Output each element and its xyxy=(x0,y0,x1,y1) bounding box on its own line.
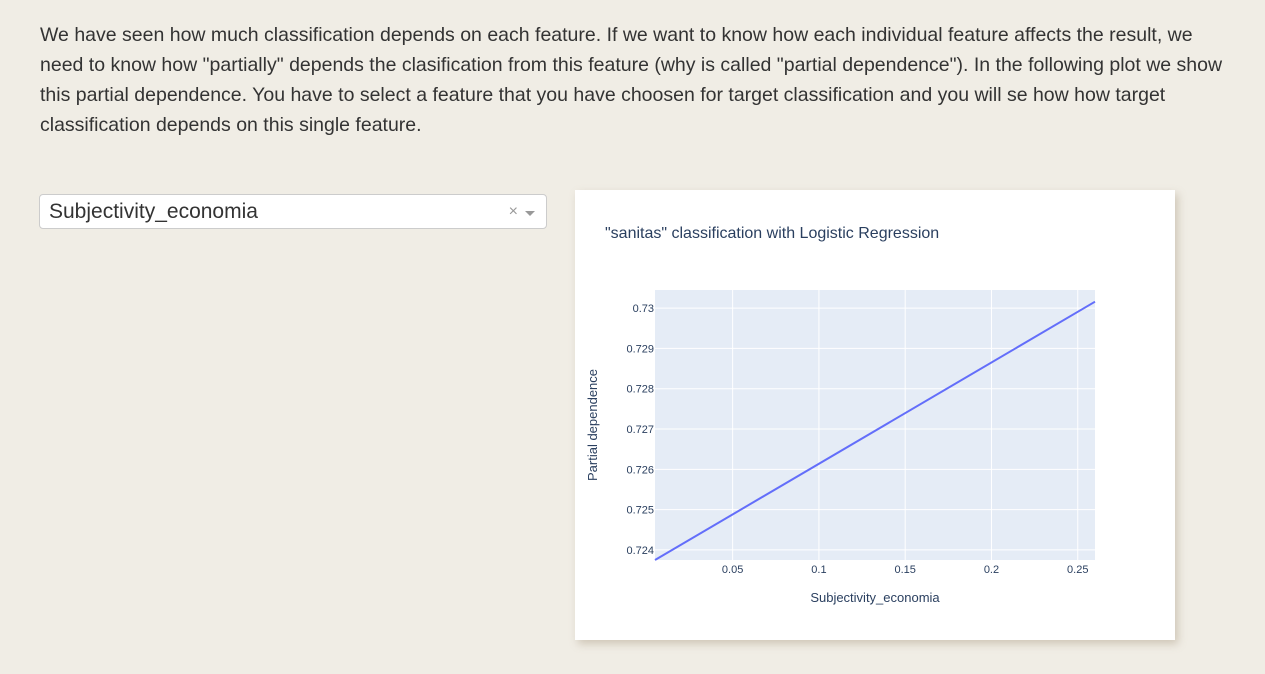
y-tick-label: 0.73 xyxy=(633,303,654,315)
y-tick-label: 0.724 xyxy=(626,545,654,557)
chart-title: "sanitas" classification with Logistic R… xyxy=(605,225,940,242)
y-tick-label: 0.727 xyxy=(626,424,654,436)
feature-select-value: Subjectivity_economia xyxy=(49,200,258,223)
chart-svg: 0.05 0.1 0.15 0.2 0.25 0.724 0.725 0.726 0.727 0.… xyxy=(585,290,1096,605)
intro-paragraph: We have seen how much classification dep… xyxy=(40,24,1223,136)
x-tick-label: 0.15 xyxy=(894,564,915,576)
plot-area xyxy=(655,290,1095,560)
y-tick-label: 0.729 xyxy=(626,343,654,355)
y-tick-label: 0.725 xyxy=(626,505,654,517)
feature-select[interactable]: Subjectivity_economia × xyxy=(39,194,547,229)
clear-icon[interactable]: × xyxy=(508,203,518,220)
tick-labels: 0.05 0.1 0.15 0.2 0.25 0.724 0.725 0.726 0.727 0.… xyxy=(626,303,1088,576)
y-tick-label: 0.728 xyxy=(626,384,654,396)
grid-lines xyxy=(655,290,1095,560)
series-layer xyxy=(654,300,1096,561)
chevron-down-icon[interactable] xyxy=(525,211,535,216)
y-tick-label: 0.726 xyxy=(626,464,654,476)
x-tick-label: 0.2 xyxy=(984,564,999,576)
x-tick-label: 0.25 xyxy=(1067,564,1088,576)
partial-dependence-chart: "sanitas" classification with Logistic R… xyxy=(575,190,1175,640)
x-axis-title: Subjectivity_economia xyxy=(810,590,940,605)
x-tick-label: 0.1 xyxy=(811,564,826,576)
y-axis-title: Partial dependence xyxy=(585,369,600,481)
series-line xyxy=(654,300,1096,561)
x-tick-label: 0.05 xyxy=(722,564,743,576)
